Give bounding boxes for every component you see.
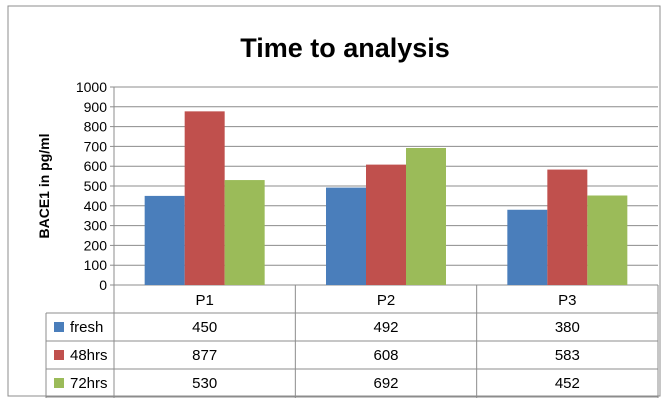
chart-title: Time to analysis xyxy=(240,33,450,63)
data-label: 530 xyxy=(192,375,217,392)
y-axis-label: BACE1 in pg/ml xyxy=(36,133,52,238)
bar-72hrs-P1 xyxy=(224,180,265,285)
bar-48hrs-P1 xyxy=(184,111,225,285)
data-label: 492 xyxy=(373,319,398,336)
y-tick-label: 100 xyxy=(84,257,108,273)
legend-label: 72hrs xyxy=(70,375,108,392)
data-label: 380 xyxy=(555,319,580,336)
y-tick-label: 1000 xyxy=(76,79,107,95)
y-tick-label: 200 xyxy=(84,237,108,253)
y-tick-label: 900 xyxy=(84,99,108,115)
legend-label: fresh xyxy=(70,319,103,336)
y-tick-label: 400 xyxy=(84,198,108,214)
data-table: P1 P2 P3 fresh 450 492 380 48hrs 877 608 583 72hrs 5… xyxy=(45,285,659,398)
y-tick-label: 300 xyxy=(84,218,108,234)
data-label: 450 xyxy=(192,319,217,336)
legend-swatch-72hrs xyxy=(54,378,64,388)
bar-fresh-P3 xyxy=(507,209,548,285)
y-tick-label: 700 xyxy=(84,138,108,154)
data-label: 877 xyxy=(192,347,217,364)
y-tick-label: 600 xyxy=(84,158,108,174)
category-label: P2 xyxy=(377,292,395,309)
category-label: P1 xyxy=(195,292,213,309)
bar-series xyxy=(144,111,628,285)
data-label: 452 xyxy=(555,375,580,392)
data-label: 608 xyxy=(373,347,398,364)
category-label: P3 xyxy=(558,292,576,309)
data-label: 583 xyxy=(555,347,580,364)
bar-72hrs-P3 xyxy=(587,195,628,285)
legend-swatch-fresh xyxy=(54,322,64,332)
legend-swatch-48hrs xyxy=(54,350,64,360)
data-label: 692 xyxy=(373,375,398,392)
y-tick-label: 800 xyxy=(84,119,108,135)
bar-fresh-P1 xyxy=(144,195,185,285)
y-tick-label: 500 xyxy=(84,178,108,194)
y-tick-label: 0 xyxy=(99,277,107,293)
bar-fresh-P2 xyxy=(326,187,366,285)
legend-label: 48hrs xyxy=(70,347,108,364)
bar-72hrs-P2 xyxy=(406,147,446,285)
bar-48hrs-P2 xyxy=(366,164,406,285)
bar-48hrs-P3 xyxy=(547,169,588,285)
y-axis: 0 100 200 300 400 500 600 700 800 900 1000 xyxy=(76,79,115,293)
